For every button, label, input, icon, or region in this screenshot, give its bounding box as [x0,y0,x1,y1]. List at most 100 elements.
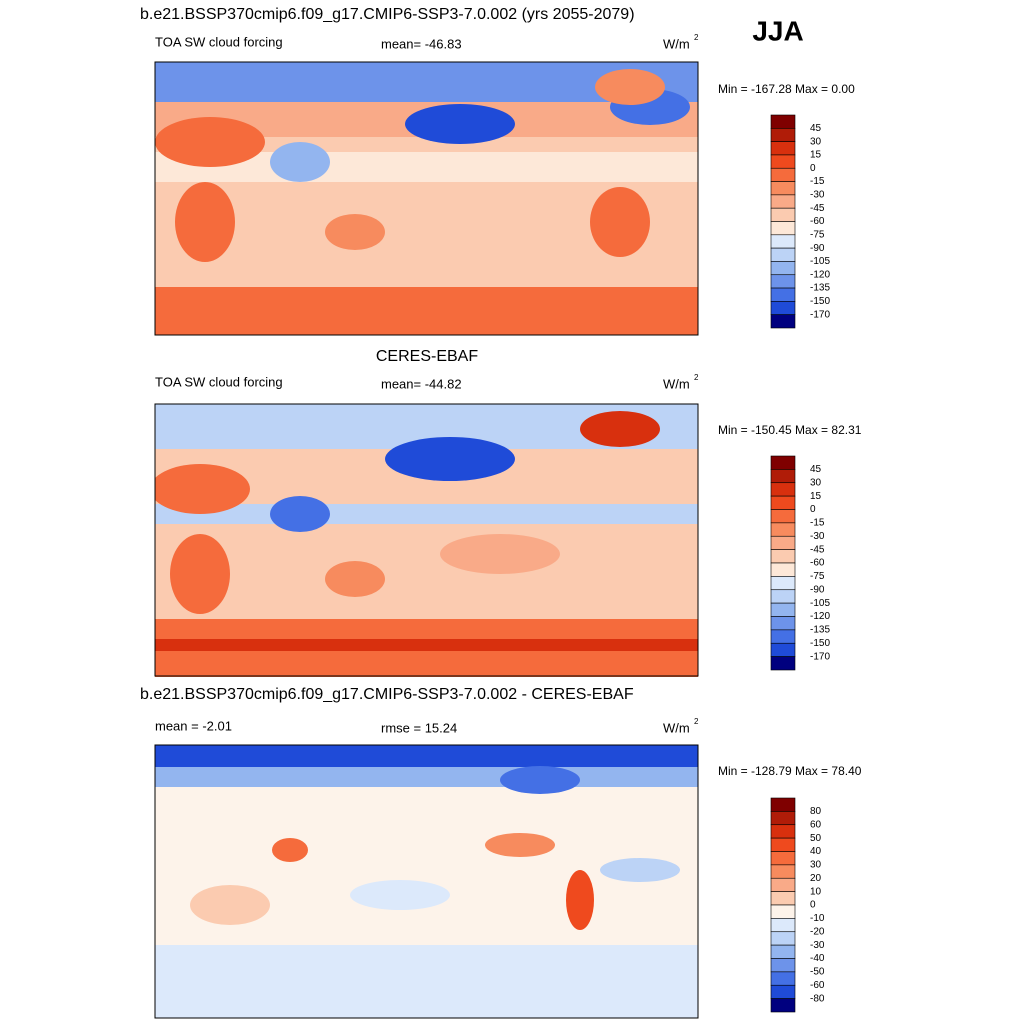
colorbar-box [770,616,796,631]
colorbar-box [770,891,796,906]
colorbar-box [770,877,796,892]
colorbar-box [770,287,796,302]
colorbar-box [770,998,796,1013]
colorbar-box [770,509,796,524]
colorbar-label: -120 [810,269,830,280]
colorbar-label: -105 [810,598,830,609]
colorbar-box [770,904,796,919]
colorbar-label: -90 [810,584,825,595]
units: W/m [663,376,690,391]
colorbar-label: -60 [810,216,825,227]
colorbar-label: -135 [810,283,830,294]
colorbar-label: 15 [810,150,822,161]
colorbar-box [770,301,796,315]
colorbar-label: -170 [810,309,830,320]
colorbar-box [770,837,796,852]
center-label: mean= -46.83 [381,36,462,51]
map-field [155,745,698,1018]
units-exponent: 2 [694,373,699,382]
colorbar-box [770,181,796,196]
map-field [155,404,698,677]
colorbar-box [770,931,796,946]
panel-title: b.e21.BSSP370cmip6.f09_g17.CMIP6-SSP3-7.… [140,6,635,23]
colorbar-box [770,234,796,249]
colorbar-box [770,562,796,577]
colorbar-label: 45 [810,123,822,134]
colorbar-label: -75 [810,229,825,240]
colorbar-label: -15 [810,176,825,187]
colorbar-label: -135 [810,625,830,636]
colorbar-box [770,642,796,657]
colorbar-box [770,851,796,866]
colorbar-label: 50 [810,833,822,844]
units-exponent: 2 [694,717,699,726]
colorbar-box [770,944,796,959]
colorbar-label: -45 [810,203,825,214]
colorbar-box [770,797,796,812]
colorbar-label: 15 [810,491,822,502]
colorbar-box [770,247,796,262]
center-label: mean= -44.82 [381,376,462,391]
map-frame [154,61,699,336]
colorbar-label: -20 [810,926,825,937]
colorbar-label: -60 [810,558,825,569]
colorbar-box [770,549,796,564]
colorbar-box [770,221,796,236]
colorbar-box [770,207,796,222]
panel-title: b.e21.BSSP370cmip6.f09_g17.CMIP6-SSP3-7.… [140,686,634,703]
colorbar-label: -150 [810,296,830,307]
min-max: Min = -150.45 Max = 82.31 [718,423,862,437]
colorbar-box [770,128,796,142]
units: W/m [663,36,690,51]
colorbar-box [770,589,796,604]
colorbar-label: 20 [810,873,822,884]
colorbar-label: -105 [810,256,830,267]
colorbar-box [770,455,796,470]
colorbar-label: -120 [810,611,830,622]
colorbar-label: 80 [810,806,822,817]
center-label: rmse = 15.24 [381,720,457,735]
colorbar-label: -50 [810,967,825,978]
colorbar-label: -150 [810,638,830,649]
colorbar-label: -40 [810,953,825,964]
colorbar-label: 0 [810,163,816,174]
colorbar-box [770,811,796,826]
colorbar-box [770,824,796,839]
colorbar-label: 10 [810,886,822,897]
left-label: mean = -2.01 [155,718,232,733]
colorbar-label: 60 [810,819,822,830]
colorbar-box [770,141,796,156]
colorbar-box [770,482,796,497]
colorbar-box [770,314,796,329]
colorbar-box [770,261,796,276]
colorbar-box [770,656,796,671]
panel-title: CERES-EBAF [376,348,478,365]
colorbar-box [770,864,796,879]
colorbar-box [770,274,796,289]
colorbar-label: -170 [810,651,830,662]
colorbar-label: -80 [810,993,825,1004]
min-max: Min = -167.28 Max = 0.00 [718,82,855,96]
colorbar-box [770,918,796,933]
colorbar-label: -45 [810,544,825,555]
colorbar-box [770,114,796,129]
season-label: JJA [752,15,803,46]
colorbar-label: 30 [810,860,822,871]
colorbar-label: 0 [810,504,816,515]
colorbar-box [770,971,796,986]
colorbar-label: -30 [810,190,825,201]
map-frame [154,403,699,677]
colorbar-box [770,495,796,510]
map-field [155,62,698,335]
units-exponent: 2 [694,33,699,42]
colorbar-box [770,167,796,182]
colorbar-label: 45 [810,464,822,475]
colorbar-label: 40 [810,846,822,857]
colorbar-label: -15 [810,518,825,529]
colorbar-label: -75 [810,571,825,582]
colorbar-box [770,469,796,484]
colorbar-box [770,576,796,591]
min-max: Min = -128.79 Max = 78.40 [718,764,862,778]
map-frame [154,744,699,1019]
